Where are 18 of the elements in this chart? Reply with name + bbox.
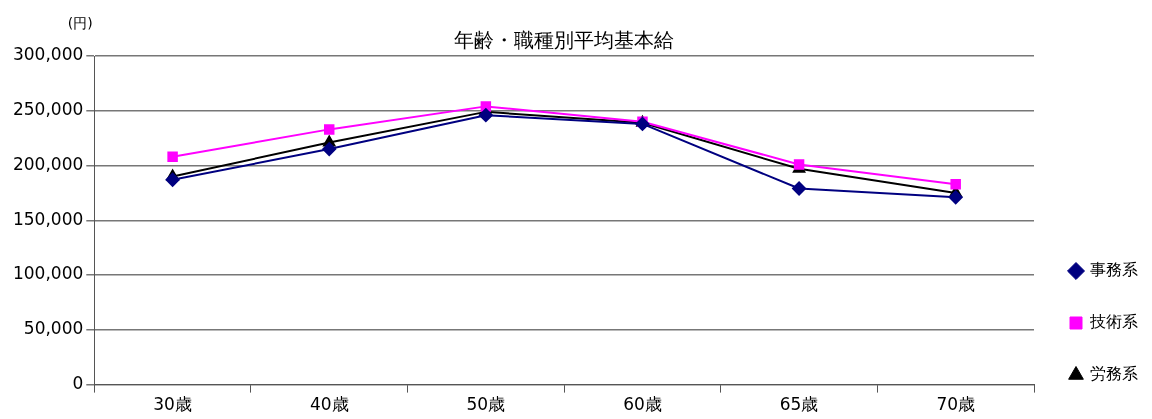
- y-tick-label: 200,000: [12, 153, 84, 174]
- y-tick-label: 150,000: [12, 208, 84, 229]
- y-tick-label: 0: [72, 373, 84, 394]
- y-tick-label: 250,000: [12, 99, 84, 120]
- x-tick-label: 40歳: [309, 394, 349, 415]
- legend-label: 事務系: [1090, 260, 1138, 280]
- x-tick-label: 50歳: [466, 394, 506, 415]
- y-tick-label: 100,000: [12, 263, 84, 284]
- legend-label: 技術系: [1089, 312, 1138, 332]
- y-tick-label: 300,000: [12, 44, 84, 65]
- x-tick-label: 30歳: [153, 394, 192, 415]
- chart-title: 年齢・職種別平均基本給: [454, 28, 675, 53]
- x-tick-label: 70歳: [936, 394, 976, 415]
- x-tick-label: 65歳: [779, 394, 819, 415]
- x-tick-label: 60歳: [623, 394, 662, 415]
- y-axis-title: (円): [67, 14, 93, 31]
- legend-label: 労務系: [1090, 364, 1138, 384]
- y-tick-label: 50,000: [23, 318, 84, 339]
